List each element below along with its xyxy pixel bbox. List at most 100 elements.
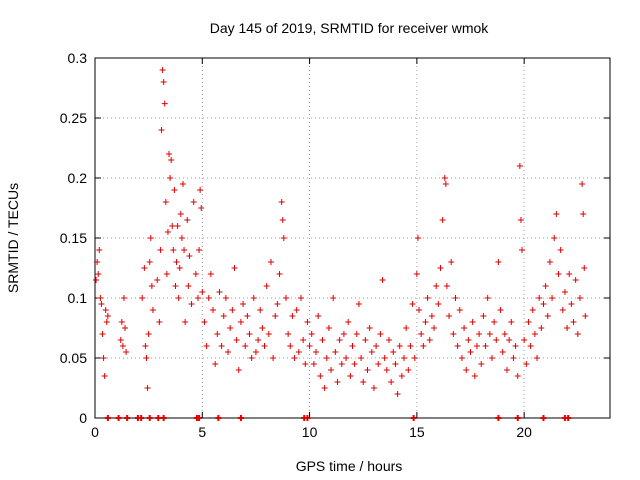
data-point xyxy=(246,331,253,337)
data-point xyxy=(465,337,472,343)
data-point xyxy=(291,355,298,361)
data-point xyxy=(582,313,589,319)
data-point xyxy=(508,319,515,325)
data-point xyxy=(145,331,152,337)
zero-marker xyxy=(196,415,203,421)
data-point xyxy=(304,319,311,325)
data-point xyxy=(166,151,173,157)
data-point xyxy=(278,199,285,205)
data-point xyxy=(218,343,225,349)
data-point xyxy=(478,361,485,367)
data-point xyxy=(379,277,386,283)
data-point xyxy=(394,391,401,397)
data-point xyxy=(422,319,429,325)
data-point xyxy=(568,301,575,307)
data-point xyxy=(388,379,395,385)
data-point xyxy=(519,247,526,253)
data-point xyxy=(510,355,517,361)
y-tick-label: 0 xyxy=(79,410,87,426)
data-point xyxy=(407,343,414,349)
data-point xyxy=(463,367,470,373)
data-point xyxy=(117,337,124,343)
data-point xyxy=(182,319,189,325)
data-point xyxy=(375,361,382,367)
data-point xyxy=(168,157,175,163)
data-point xyxy=(564,325,571,331)
data-point xyxy=(476,331,483,337)
data-point xyxy=(179,181,186,187)
data-point xyxy=(319,337,326,343)
data-point xyxy=(310,361,317,367)
data-point xyxy=(207,271,214,277)
data-point xyxy=(177,211,184,217)
data-point xyxy=(98,301,105,307)
zero-marker xyxy=(160,415,167,421)
data-point xyxy=(272,313,279,319)
data-point xyxy=(373,343,380,349)
data-point xyxy=(338,361,345,367)
data-point xyxy=(244,313,251,319)
x-tick-label: 20 xyxy=(516,424,532,440)
data-point xyxy=(570,319,577,325)
data-point xyxy=(531,331,538,337)
data-point xyxy=(285,331,292,337)
data-point xyxy=(181,247,188,253)
data-point xyxy=(514,373,521,379)
data-point xyxy=(197,187,204,193)
data-point xyxy=(332,349,339,355)
data-point xyxy=(349,343,356,349)
data-point xyxy=(142,343,149,349)
zero-marker xyxy=(495,415,502,421)
data-point xyxy=(94,259,101,265)
data-point xyxy=(557,247,564,253)
data-point xyxy=(576,295,583,301)
data-point xyxy=(403,325,410,331)
data-point xyxy=(334,379,341,385)
data-point xyxy=(336,337,343,343)
data-point xyxy=(199,289,206,295)
data-point xyxy=(355,301,362,307)
data-point xyxy=(579,181,586,187)
data-point xyxy=(381,355,388,361)
data-point xyxy=(325,325,332,331)
data-point xyxy=(192,271,199,277)
x-axis-label: GPS time / hours xyxy=(296,458,403,474)
data-point xyxy=(362,337,369,343)
y-tick-label: 0.3 xyxy=(68,50,88,66)
data-point xyxy=(302,361,309,367)
data-point xyxy=(484,295,491,301)
data-point xyxy=(364,367,371,373)
data-point xyxy=(96,247,103,253)
data-point xyxy=(139,295,146,301)
data-point xyxy=(257,307,264,313)
data-point xyxy=(276,271,283,277)
data-point xyxy=(263,283,270,289)
data-point xyxy=(220,313,227,319)
data-point xyxy=(431,325,438,331)
data-point xyxy=(157,247,164,253)
data-point xyxy=(174,223,181,229)
zero-marker xyxy=(115,415,122,421)
y-tick-labels: 0 0.05 0.1 0.15 0.2 0.25 0.3 xyxy=(60,50,87,426)
y-tick-label: 0.25 xyxy=(60,110,87,126)
data-point xyxy=(559,307,566,313)
data-point xyxy=(512,343,519,349)
data-point xyxy=(392,361,399,367)
data-point xyxy=(437,265,444,271)
data-point xyxy=(521,337,528,343)
x-tick-label: 5 xyxy=(198,424,206,440)
data-point xyxy=(162,199,169,205)
data-point xyxy=(536,295,543,301)
data-point xyxy=(480,313,487,319)
data-point xyxy=(169,223,176,229)
data-point xyxy=(580,211,587,217)
zero-marker xyxy=(215,415,222,421)
data-point xyxy=(495,259,502,265)
data-point xyxy=(123,349,130,355)
data-point xyxy=(328,367,335,373)
data-point xyxy=(289,313,296,319)
data-point xyxy=(409,301,416,307)
data-point xyxy=(93,277,100,283)
data-point xyxy=(298,295,304,301)
data-point xyxy=(411,355,418,361)
